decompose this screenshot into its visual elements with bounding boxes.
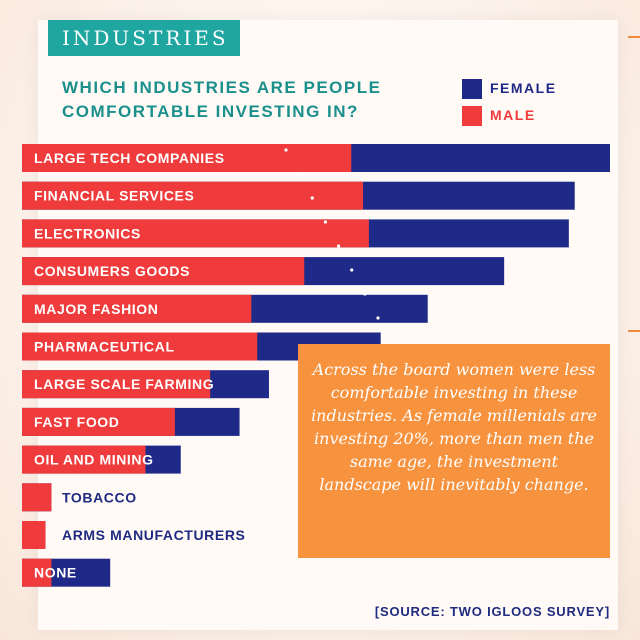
category-label: OIL AND MINING xyxy=(34,452,154,468)
dotted-guide-dot xyxy=(310,196,314,200)
bar-male xyxy=(22,144,352,172)
bar-male xyxy=(22,370,211,399)
bar-male xyxy=(22,407,175,436)
source-note: [SOURCE: TWO IGLOOS SURVEY] xyxy=(374,604,610,619)
dotted-guide-dot xyxy=(336,244,341,248)
edge-accent-mark xyxy=(628,330,640,332)
category-label: FAST FOOD xyxy=(34,414,120,430)
bar-male xyxy=(22,219,369,248)
bar-male xyxy=(22,257,305,286)
chart-title: WHICH INDUSTRIES ARE PEOPLE COMFORTABLE … xyxy=(62,78,382,121)
bar-male xyxy=(22,294,252,323)
category-label: FINANCIAL SERVICES xyxy=(34,188,194,204)
category-label: NONE xyxy=(34,565,77,581)
dotted-guide-dot xyxy=(350,268,354,272)
legend-label-male: MALE xyxy=(490,107,536,123)
category-label: ARMS MANUFACTURERS xyxy=(62,527,245,543)
category-label: ELECTRONICS xyxy=(34,225,141,241)
category-label: MAJOR FASHION xyxy=(34,301,158,317)
bar-male xyxy=(22,521,46,549)
bar-male xyxy=(22,332,258,361)
dotted-guide-dot xyxy=(363,292,367,296)
dotted-guide-dot xyxy=(323,220,328,224)
edge-accent-mark xyxy=(628,36,640,38)
bar-male xyxy=(22,445,146,474)
category-label: LARGE TECH COMPANIES xyxy=(34,150,225,166)
legend-label-female: FEMALE xyxy=(490,80,557,96)
insight-callout: Across the board women were less comfort… xyxy=(298,344,610,558)
legend-swatch-male xyxy=(462,106,482,126)
section-tag: INDUSTRIES xyxy=(48,20,240,56)
dotted-guide-dot xyxy=(297,172,301,176)
category-label: CONSUMERS GOODS xyxy=(34,263,190,279)
dotted-guide-dot xyxy=(376,316,380,320)
bar-male xyxy=(22,558,52,587)
bar-male xyxy=(22,483,52,512)
legend-swatch-female xyxy=(462,79,482,99)
dotted-guide-dot xyxy=(284,148,288,152)
category-label: TOBACCO xyxy=(62,489,137,505)
category-label: LARGE SCALE FARMING xyxy=(34,376,214,392)
bar-male xyxy=(22,181,364,210)
category-label: PHARMACEUTICAL xyxy=(34,339,175,355)
